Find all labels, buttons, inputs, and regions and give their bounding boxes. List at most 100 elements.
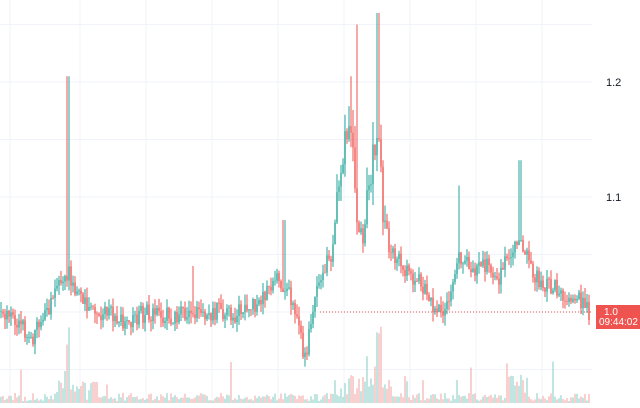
candle-body bbox=[78, 290, 80, 292]
volume-bar bbox=[430, 395, 432, 403]
candle-body bbox=[218, 302, 220, 304]
volume-bar bbox=[556, 399, 558, 403]
volume-bar bbox=[152, 400, 154, 403]
volume-bar bbox=[242, 399, 244, 403]
candle-body bbox=[338, 186, 340, 193]
candle-body bbox=[68, 266, 70, 281]
candle-body bbox=[0, 311, 2, 313]
candle-body bbox=[158, 307, 160, 312]
candle-body bbox=[302, 332, 304, 358]
candle-body bbox=[272, 280, 274, 291]
volume-bar bbox=[198, 395, 200, 403]
candle-body bbox=[488, 258, 490, 266]
volume-bar bbox=[438, 399, 440, 403]
candle-body bbox=[268, 286, 270, 288]
volume-bar bbox=[298, 395, 300, 403]
volume-bar bbox=[542, 395, 544, 403]
candle-body bbox=[106, 306, 108, 316]
volume-bar bbox=[514, 385, 516, 403]
volume-bar bbox=[2, 395, 4, 403]
candle-body bbox=[112, 306, 114, 322]
volume-bar bbox=[190, 398, 192, 403]
volume-bar bbox=[540, 399, 542, 403]
candle-body bbox=[354, 147, 356, 189]
candle-body bbox=[494, 276, 496, 278]
volume-bar bbox=[506, 363, 508, 403]
volume-bar bbox=[260, 397, 262, 403]
candle-body bbox=[406, 265, 408, 277]
candle-body bbox=[228, 307, 230, 309]
volume-bar bbox=[92, 381, 94, 403]
candle-body bbox=[244, 304, 246, 313]
volume-bar bbox=[562, 399, 564, 403]
volume-bar bbox=[34, 399, 36, 403]
candle-body bbox=[276, 273, 278, 281]
candle-body bbox=[472, 268, 474, 272]
candle-body bbox=[370, 184, 372, 186]
volume-bar bbox=[346, 394, 348, 403]
volume-bar bbox=[466, 398, 468, 403]
candle-body bbox=[394, 248, 396, 263]
volume-bar bbox=[584, 393, 586, 403]
volume-bar bbox=[254, 395, 256, 403]
price-axis[interactable]: 1.2 1.1 1.009:44:02 bbox=[592, 0, 640, 403]
volume-bar bbox=[316, 394, 318, 403]
candle-body bbox=[564, 300, 566, 302]
volume-bar bbox=[258, 396, 260, 403]
candle-body bbox=[234, 317, 236, 323]
volume-bar bbox=[342, 396, 344, 403]
volume-bar bbox=[142, 397, 144, 403]
volume-bar bbox=[4, 399, 6, 403]
candle-body bbox=[530, 260, 532, 264]
candle-body bbox=[264, 291, 266, 301]
candle-body bbox=[236, 316, 238, 323]
candle-body bbox=[288, 287, 290, 289]
candle-body bbox=[308, 329, 310, 355]
volume-bar bbox=[150, 393, 152, 403]
volume-bar bbox=[76, 386, 78, 403]
candle-body bbox=[318, 282, 320, 286]
candle-body bbox=[2, 311, 4, 314]
candle-body bbox=[8, 310, 10, 317]
y-tick-label: 1.2 bbox=[606, 77, 621, 89]
volume-bar bbox=[392, 396, 394, 403]
volume-bar bbox=[168, 400, 170, 403]
volume-bar bbox=[484, 394, 486, 403]
candle-body bbox=[478, 262, 480, 266]
candle-body bbox=[558, 293, 560, 296]
volume-bar bbox=[176, 397, 178, 403]
candle-body bbox=[334, 222, 336, 245]
volume-bar bbox=[204, 394, 206, 403]
candle-body bbox=[248, 309, 250, 311]
candle-body bbox=[374, 144, 376, 156]
candle-body bbox=[412, 273, 414, 285]
price-axis-background[interactable] bbox=[592, 0, 640, 403]
volume-bar bbox=[270, 399, 272, 403]
volume-bar bbox=[386, 388, 388, 403]
candle-body bbox=[498, 278, 500, 285]
candle-body bbox=[250, 309, 252, 311]
volume-bar bbox=[134, 397, 136, 403]
volume-bar bbox=[422, 380, 424, 403]
volume-bar bbox=[552, 361, 554, 403]
volume-bar bbox=[126, 397, 128, 403]
volume-bar bbox=[84, 382, 86, 403]
candle-body bbox=[574, 298, 576, 301]
volume-bar bbox=[44, 394, 46, 403]
candle-body bbox=[172, 323, 174, 325]
volume-bar bbox=[462, 395, 464, 403]
candle-body bbox=[86, 297, 88, 311]
candle-body bbox=[256, 304, 258, 312]
volume-bar bbox=[220, 393, 222, 403]
volume-bar bbox=[58, 380, 60, 403]
candle-body bbox=[210, 313, 212, 321]
candle-body bbox=[50, 297, 52, 315]
candle-body bbox=[72, 282, 74, 286]
candle-body bbox=[380, 139, 382, 167]
volume-bar bbox=[216, 396, 218, 403]
candle-body bbox=[566, 301, 568, 303]
candle-body bbox=[62, 281, 64, 284]
volume-bar bbox=[28, 400, 30, 403]
